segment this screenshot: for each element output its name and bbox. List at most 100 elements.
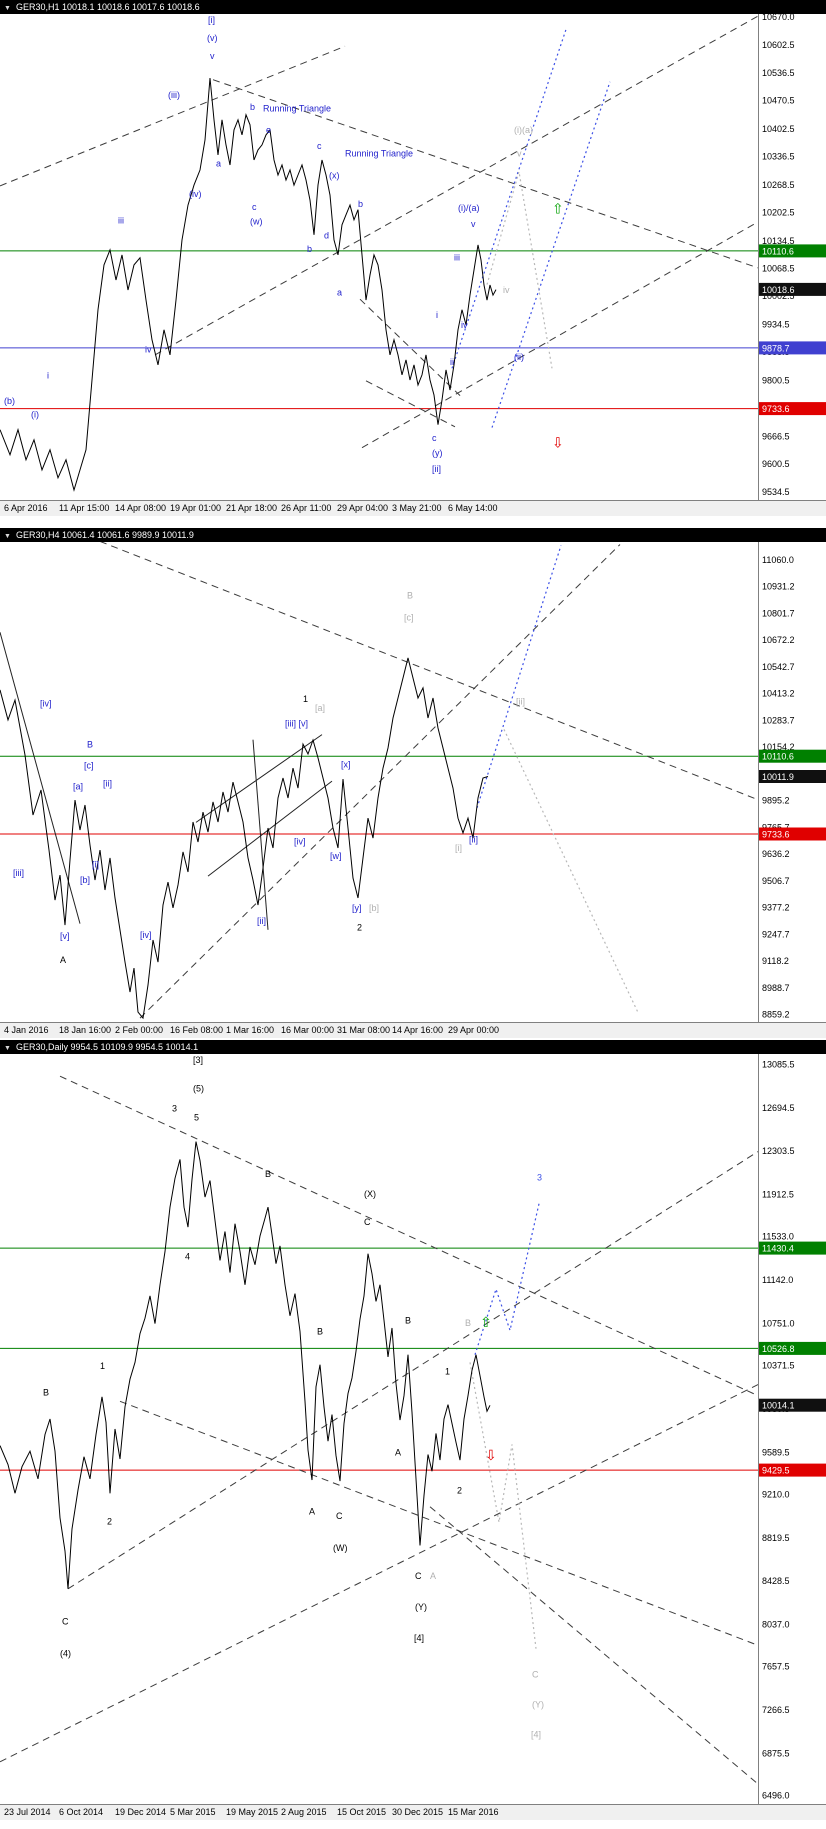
- time-label: 6 May 14:00: [448, 503, 498, 513]
- trendline[interactable]: [0, 632, 81, 924]
- price-tick: 10542.7: [762, 662, 795, 672]
- price-tick: 9247.7: [762, 930, 790, 940]
- wave-label: 2: [107, 1516, 112, 1526]
- projection-path: [476, 545, 562, 809]
- collapse-icon[interactable]: ▼: [4, 5, 11, 12]
- price-tick: 8428.5: [762, 1576, 790, 1586]
- wave-label: (ii): [514, 352, 524, 362]
- chart-plot[interactable]: 11060.0 10931.2 10801.7 10672.2 10542.7 10413…: [0, 542, 826, 1022]
- wave-label: [iii]: [13, 868, 24, 878]
- price-series: [0, 1141, 491, 1589]
- time-axis: 6 Apr 2016 11 Apr 15:00 14 Apr 08:00 19 Apr…: [0, 500, 826, 516]
- wave-label: [ii]: [469, 835, 478, 845]
- chart-panel-h4: ▼ GER30,H4 10061.4 10061.6 9989.9 10011.9…: [0, 528, 826, 1040]
- price-tick: 6875.5: [762, 1749, 790, 1759]
- trendline[interactable]: [59, 1075, 759, 1397]
- price-tick: 10154.2: [762, 742, 795, 752]
- wave-label: b: [250, 102, 255, 112]
- wave-label: B: [43, 1388, 49, 1398]
- chart-title-bar[interactable]: ▼ GER30,H4 10061.4 10061.6 9989.9 10011.9: [0, 528, 826, 542]
- wave-label: B: [405, 1316, 411, 1326]
- trendline[interactable]: [0, 45, 346, 187]
- wave-label: (i): [31, 410, 39, 420]
- price-tick: 10268.5: [762, 180, 795, 190]
- price-tick: 10801.7: [762, 608, 795, 618]
- wave-label: A: [60, 955, 66, 965]
- wave-label: [3]: [193, 1055, 203, 1065]
- svg-text:10110.6: 10110.6: [762, 752, 794, 762]
- time-label: 6 Apr 2016: [4, 503, 48, 513]
- up-arrow-icon: ⇧: [480, 1314, 492, 1330]
- projection-path: [474, 1203, 540, 1355]
- svg-text:9733.6: 9733.6: [762, 830, 790, 840]
- svg-text:9429.5: 9429.5: [762, 1466, 790, 1476]
- price-tick: 9210.0: [762, 1490, 790, 1500]
- trendline[interactable]: [119, 1400, 759, 1646]
- trendline[interactable]: [252, 739, 269, 930]
- wave-label: A: [309, 1506, 315, 1516]
- time-label: 2 Aug 2015: [281, 1807, 327, 1817]
- wave-label: [iv]: [294, 836, 306, 846]
- time-label: 6 Oct 2014: [59, 1807, 104, 1817]
- price-tick: 11533.0: [762, 1232, 794, 1242]
- price-tick: 10670.0: [762, 14, 795, 22]
- price-tick: 9800.5: [762, 376, 790, 386]
- trendline[interactable]: [154, 15, 759, 356]
- wave-label: d: [324, 231, 329, 241]
- wave-label: (i)(a): [514, 125, 533, 135]
- chart-plot[interactable]: 10670.0 10602.5 10536.5 10470.5 10402.5 10336…: [0, 14, 826, 500]
- price-tick: 10134.5: [762, 236, 795, 246]
- wave-label: (W): [333, 1543, 348, 1553]
- svg-text:10018.6: 10018.6: [762, 285, 795, 295]
- trendline[interactable]: [365, 380, 456, 428]
- wave-label: a: [337, 288, 342, 298]
- trendline[interactable]: [207, 780, 333, 877]
- price-tick: 8859.2: [762, 1010, 790, 1020]
- projection-path: [491, 81, 611, 428]
- up-arrow-icon: ⇧: [552, 201, 564, 217]
- trendline[interactable]: [212, 79, 759, 269]
- wave-label: B: [87, 740, 93, 750]
- chart-plot[interactable]: 13085.5 12694.5 12303.5 11912.5 11533.0 11142…: [0, 1054, 826, 1804]
- wave-label: B: [317, 1327, 323, 1337]
- svg-text:11430.4: 11430.4: [762, 1244, 794, 1254]
- trendline[interactable]: [67, 1151, 759, 1590]
- wave-label: C: [364, 1217, 371, 1227]
- price-tick: 10413.2: [762, 689, 795, 699]
- wave-label: [iv]: [140, 930, 152, 940]
- price-tick: 10672.2: [762, 635, 795, 645]
- chart-title-bar[interactable]: ▼ GER30,H1 10018.1 10018.6 10017.6 10018.…: [0, 0, 826, 14]
- chart-title-bar[interactable]: ▼ GER30,Daily 9954.5 10109.9 9954.5 10014…: [0, 1040, 826, 1054]
- trendline[interactable]: [139, 544, 621, 1019]
- wave-label: 1: [100, 1361, 105, 1371]
- time-label: 19 Apr 01:00: [170, 503, 222, 513]
- symbol-ohlc-label: GER30,H4 10061.4 10061.6 9989.9 10011.9: [15, 530, 194, 540]
- trendline[interactable]: [361, 221, 759, 449]
- wave-label: [ii]: [432, 464, 441, 474]
- time-label: 16 Feb 08:00: [170, 1025, 224, 1035]
- wave-label: (y): [432, 448, 443, 458]
- wave-label: [ii]: [103, 778, 112, 788]
- price-tick: 9636.2: [762, 849, 790, 859]
- trendline[interactable]: [195, 734, 323, 823]
- price-badge: 9878.7: [759, 341, 826, 355]
- trendline[interactable]: [100, 542, 759, 801]
- price-tick: 7657.5: [762, 1662, 790, 1672]
- wave-label: b: [307, 244, 312, 254]
- price-tick: 12694.5: [762, 1103, 795, 1113]
- wave-label: B: [265, 1169, 271, 1179]
- price-tick: 13085.5: [762, 1060, 795, 1070]
- price-tick: 7266.5: [762, 1705, 790, 1715]
- time-label: 29 Apr 00:00: [448, 1025, 500, 1035]
- price-tick: 9534.5: [762, 487, 790, 497]
- projection-path: [503, 729, 639, 1013]
- down-arrow-icon: ⇩: [485, 1447, 497, 1463]
- trendline[interactable]: [0, 1384, 759, 1763]
- collapse-icon[interactable]: ▼: [4, 533, 11, 540]
- wave-label: Running Triangle: [345, 149, 413, 159]
- price-tick: 10283.7: [762, 715, 795, 725]
- price-badge: 11430.4: [759, 1241, 826, 1255]
- wave-label: [v]: [60, 931, 70, 941]
- collapse-icon[interactable]: ▼: [4, 1045, 11, 1052]
- wave-label: 1: [445, 1367, 450, 1377]
